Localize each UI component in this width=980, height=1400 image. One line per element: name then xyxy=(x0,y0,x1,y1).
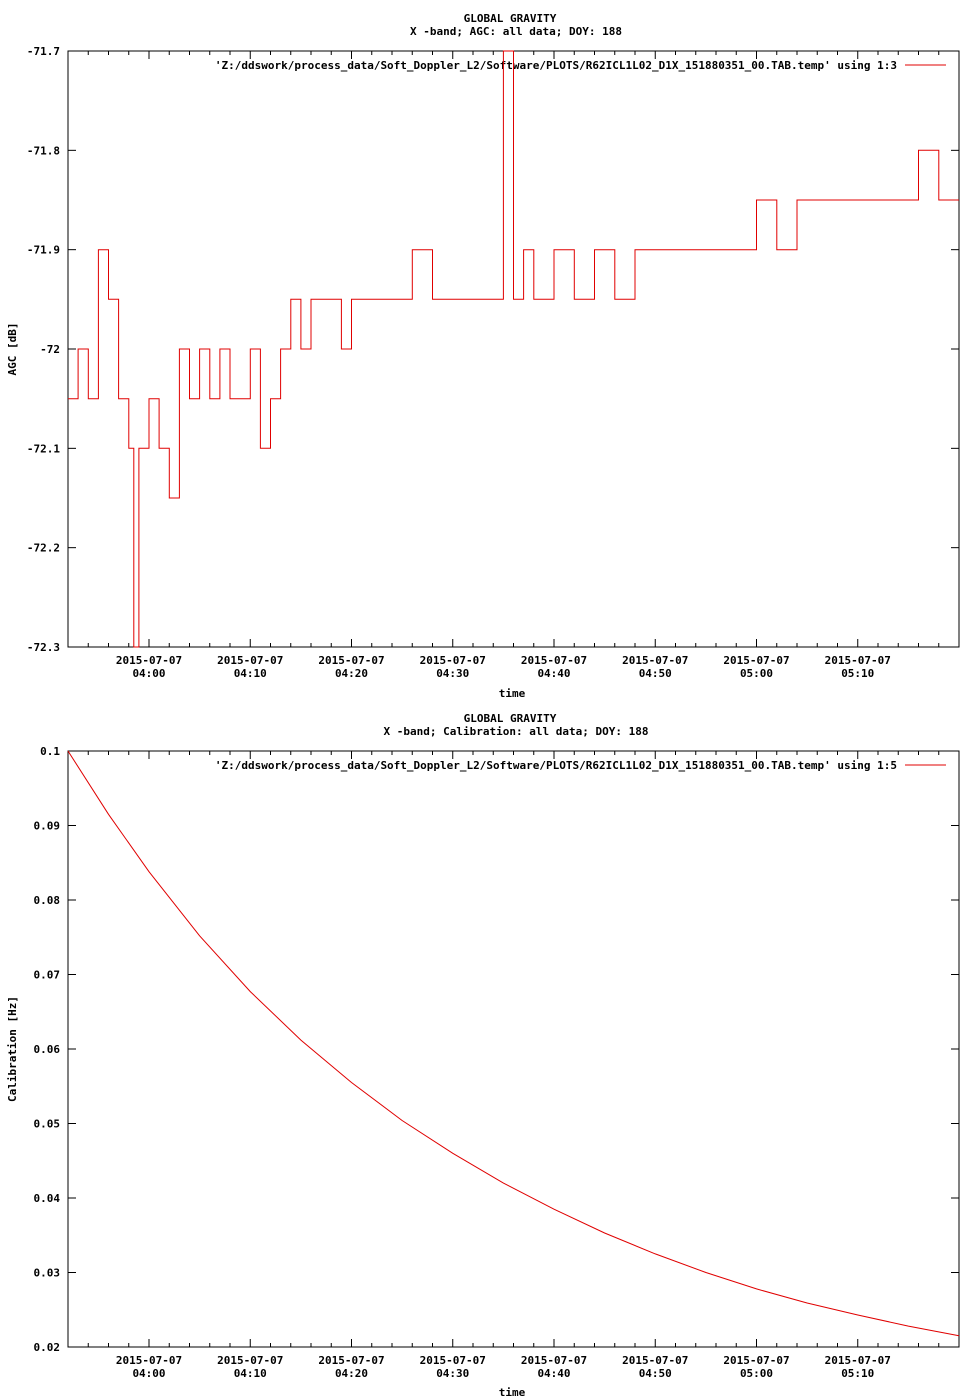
agc-y-tick-label: -71.8 xyxy=(27,144,60,157)
calibration-y-tick-label: 0.09 xyxy=(34,820,61,833)
agc-y-tick-label: -72.1 xyxy=(27,442,60,455)
agc-x-tick-date: 2015-07-07 xyxy=(622,654,688,667)
calibration-y-tick-label: 0.06 xyxy=(34,1043,61,1056)
calibration-series-line xyxy=(67,750,960,1337)
agc-y-tick-label: -71.7 xyxy=(27,45,60,58)
agc-y-axis-label: AGC [dB] xyxy=(6,323,19,376)
agc-series-line xyxy=(68,50,959,648)
agc-y-ticks: -71.7 -71.8 -71.9 -72 -72.1 -72.2 -72.3 xyxy=(27,45,959,654)
agc-x-tick-time: 04:20 xyxy=(335,667,368,680)
calibration-x-tick-date: 2015-07-07 xyxy=(318,1354,384,1367)
agc-x-tick-time: 04:00 xyxy=(132,667,165,680)
agc-x-tick-time: 04:40 xyxy=(537,667,570,680)
agc-x-tick-time: 04:50 xyxy=(639,667,672,680)
calibration-y-ticks: 0.1 0.09 0.08 0.07 0.06 0.05 0.04 0.03 0.02 xyxy=(34,745,959,1354)
calibration-x-tick-date: 2015-07-07 xyxy=(825,1354,891,1367)
calibration-y-tick-label: 0.07 xyxy=(34,969,61,982)
calibration-y-axis-label: Calibration [Hz] xyxy=(6,996,19,1102)
calibration-legend-label: 'Z:/ddswork/process_data/Soft_Doppler_L2… xyxy=(215,759,897,772)
agc-x-tick-time: 04:10 xyxy=(234,667,267,680)
agc-series xyxy=(68,50,959,648)
calibration-y-tick-label: 0.02 xyxy=(34,1341,61,1354)
calibration-x-tick-date: 2015-07-07 xyxy=(217,1354,283,1367)
calibration-y-tick-label: 0.1 xyxy=(40,745,60,758)
agc-x-tick-date: 2015-07-07 xyxy=(521,654,587,667)
agc-chart-title: GLOBAL GRAVITY xyxy=(464,12,557,25)
calibration-y-tick-label: 0.05 xyxy=(34,1118,61,1131)
agc-x-tick-date: 2015-07-07 xyxy=(420,654,486,667)
calibration-x-tick-time: 05:10 xyxy=(841,1367,874,1380)
agc-y-tick-label: -72.3 xyxy=(27,641,60,654)
calibration-x-tick-time: 04:40 xyxy=(537,1367,570,1380)
agc-x-tick-time: 04:30 xyxy=(436,667,469,680)
agc-y-tick-label: -71.9 xyxy=(27,244,60,257)
agc-y-tick-label: -72 xyxy=(40,343,60,356)
calibration-x-tick-time: 05:00 xyxy=(740,1367,773,1380)
calibration-x-tick-date: 2015-07-07 xyxy=(116,1354,182,1367)
agc-x-axis-label: time xyxy=(499,687,526,700)
calibration-x-tick-time: 04:00 xyxy=(132,1367,165,1380)
calibration-x-tick-time: 04:10 xyxy=(234,1367,267,1380)
agc-x-tick-date: 2015-07-07 xyxy=(116,654,182,667)
calibration-x-tick-date: 2015-07-07 xyxy=(521,1354,587,1367)
calibration-chart-subtitle: X -band; Calibration: all data; DOY: 188 xyxy=(384,725,649,738)
calibration-x-tick-date: 2015-07-07 xyxy=(420,1354,486,1367)
calibration-x-tick-date: 2015-07-07 xyxy=(622,1354,688,1367)
agc-y-tick-label: -72.2 xyxy=(27,542,60,555)
agc-chart: GLOBAL GRAVITY X -band; AGC: all data; D… xyxy=(6,12,960,700)
calibration-series xyxy=(67,750,960,1337)
calibration-y-tick-label: 0.08 xyxy=(34,894,61,907)
agc-x-tick-time: 05:10 xyxy=(841,667,874,680)
agc-legend-label: 'Z:/ddswork/process_data/Soft_Doppler_L2… xyxy=(215,59,897,72)
agc-x-tick-date: 2015-07-07 xyxy=(217,654,283,667)
calibration-x-tick-time: 04:50 xyxy=(639,1367,672,1380)
agc-x-tick-date: 2015-07-07 xyxy=(723,654,789,667)
agc-chart-subtitle: X -band; AGC: all data; DOY: 188 xyxy=(410,25,622,38)
calibration-x-tick-time: 04:30 xyxy=(436,1367,469,1380)
agc-x-tick-date: 2015-07-07 xyxy=(825,654,891,667)
calibration-y-tick-label: 0.03 xyxy=(34,1267,61,1280)
agc-x-ticks: 2015-07-0704:002015-07-0704:102015-07-07… xyxy=(67,51,940,680)
calibration-x-tick-date: 2015-07-07 xyxy=(723,1354,789,1367)
calibration-chart-title: GLOBAL GRAVITY xyxy=(464,712,557,725)
calibration-y-tick-label: 0.04 xyxy=(34,1192,61,1205)
calibration-chart: GLOBAL GRAVITY X -band; Calibration: all… xyxy=(6,712,960,1399)
calibration-plot-frame xyxy=(67,750,960,1348)
agc-x-tick-date: 2015-07-07 xyxy=(318,654,384,667)
calibration-x-axis-label: time xyxy=(499,1386,526,1399)
agc-x-tick-time: 05:00 xyxy=(740,667,773,680)
calibration-x-ticks: 2015-07-0704:002015-07-0704:102015-07-07… xyxy=(67,751,940,1380)
calibration-x-tick-time: 04:20 xyxy=(335,1367,368,1380)
